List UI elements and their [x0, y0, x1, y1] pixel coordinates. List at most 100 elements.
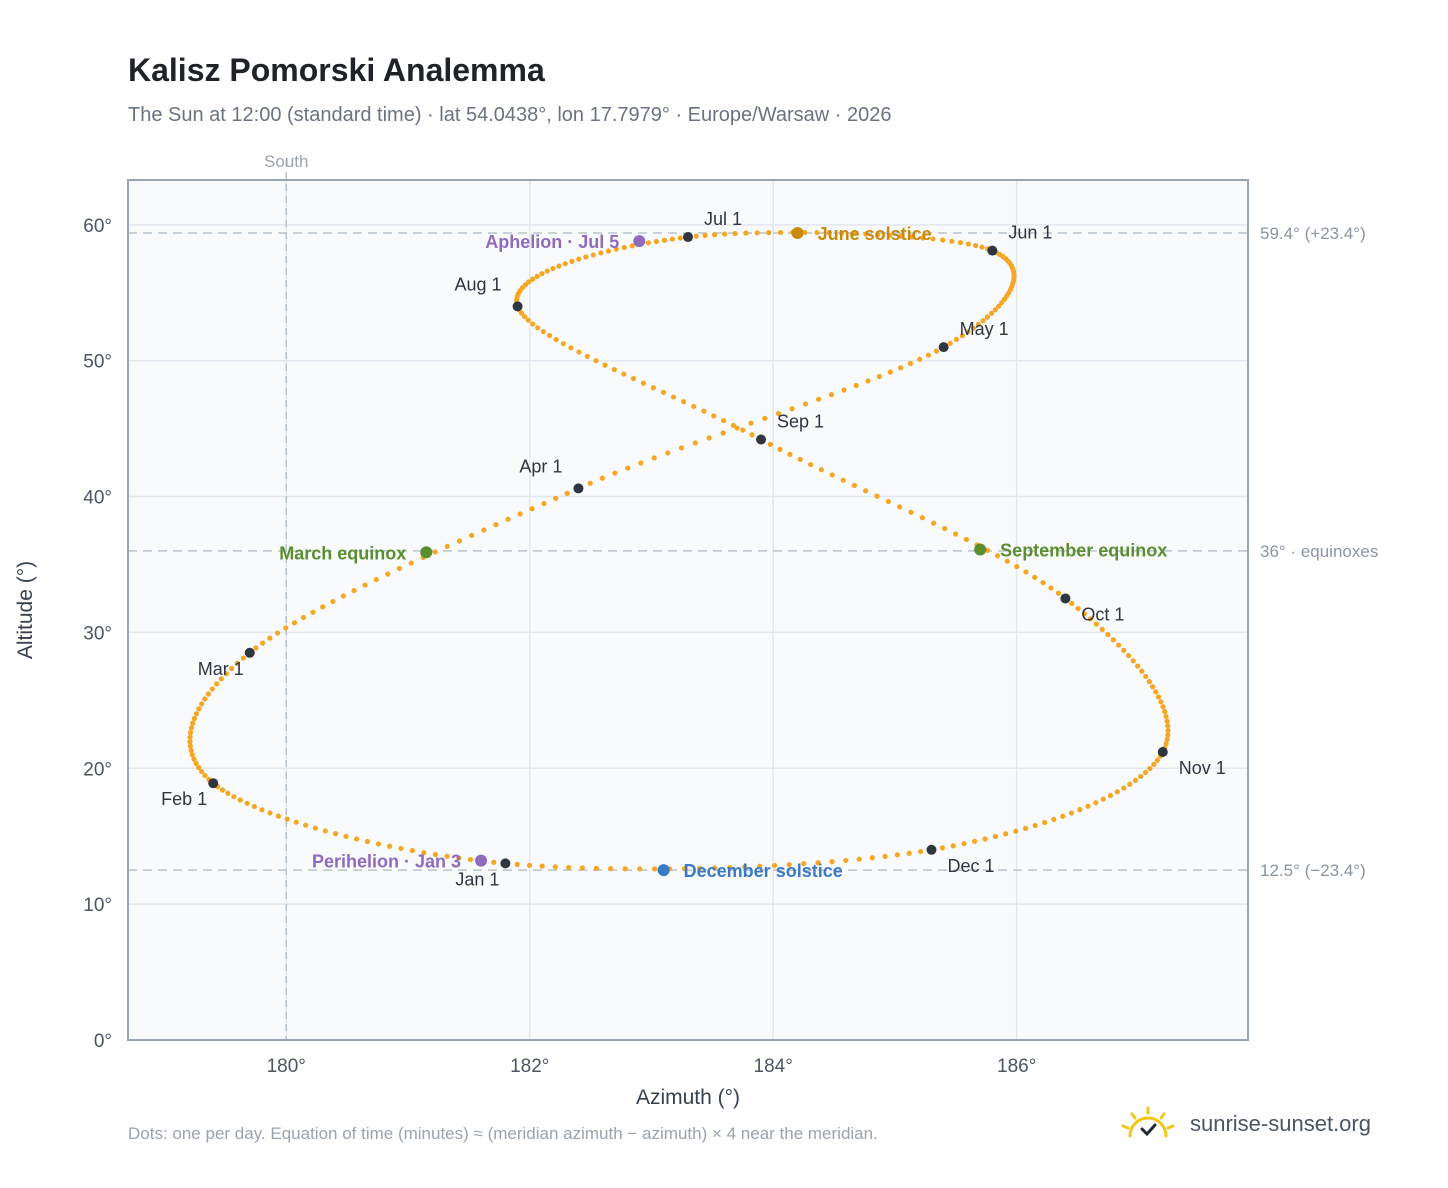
month-label: Apr 1 — [519, 456, 562, 476]
daily-sun-dot — [569, 258, 575, 264]
daily-sun-dot — [653, 238, 660, 245]
daily-sun-dot — [980, 318, 986, 324]
daily-sun-dot — [303, 822, 309, 828]
daily-sun-dot — [802, 401, 809, 407]
daily-sun-dot — [754, 230, 760, 236]
daily-sun-dot — [829, 472, 835, 478]
daily-sun-dot — [975, 321, 981, 327]
daily-sun-dot — [456, 855, 462, 861]
event-label: March equinox — [279, 543, 406, 563]
daily-sun-dot — [598, 250, 604, 256]
month-label: May 1 — [960, 319, 1009, 339]
daily-sun-dot — [218, 676, 224, 682]
daily-sun-dot — [385, 571, 391, 577]
south-label: South — [264, 152, 308, 171]
month-marker — [683, 232, 693, 243]
daily-sun-dot — [1138, 773, 1144, 780]
daily-sun-dot — [481, 527, 487, 533]
daily-sun-dot — [274, 630, 281, 636]
daily-sun-dot — [534, 273, 540, 279]
daily-sun-dot — [199, 701, 205, 707]
daily-sun-dot — [887, 232, 893, 238]
daily-sun-dot — [234, 660, 240, 666]
daily-sun-dot — [766, 229, 772, 236]
daily-sun-dot — [260, 640, 266, 646]
daily-sun-dot — [1042, 819, 1048, 826]
daily-sun-dot — [953, 336, 960, 343]
daily-sun-dot — [187, 743, 193, 749]
daily-sun-dot — [611, 366, 617, 373]
daily-sun-dot — [546, 332, 553, 339]
daily-sun-dot — [1165, 727, 1171, 734]
daily-sun-dot — [613, 246, 619, 252]
event-label: June solstice — [818, 224, 932, 244]
daily-sun-dot — [529, 506, 535, 512]
daily-sun-dot — [587, 480, 593, 486]
daily-sun-dot — [875, 231, 881, 238]
daily-sun-dot — [863, 488, 869, 494]
daily-sun-dot — [187, 730, 194, 736]
daily-sun-dot — [539, 863, 545, 869]
daily-sun-dot — [602, 362, 608, 368]
daily-sun-dot — [1105, 631, 1111, 638]
daily-sun-dot — [468, 532, 475, 539]
daily-sun-dot — [697, 865, 703, 871]
daily-sun-dot — [505, 516, 511, 522]
daily-sun-dot — [621, 244, 627, 251]
y-tick-label: 50° — [83, 352, 112, 373]
daily-sun-dot — [797, 456, 803, 463]
daily-sun-dot — [894, 852, 900, 858]
daily-sun-dot — [556, 263, 562, 269]
daily-sun-dot — [856, 856, 862, 862]
daily-sun-dot — [332, 831, 339, 837]
daily-sun-dot — [918, 848, 924, 855]
daily-sun-dot — [1139, 668, 1145, 674]
daily-sun-dot — [771, 862, 778, 869]
daily-sun-dot — [205, 691, 212, 697]
event-marker — [974, 543, 987, 556]
daily-sun-dot — [605, 248, 612, 254]
month-marker — [500, 858, 511, 869]
daily-sun-dot — [621, 371, 627, 377]
daily-sun-dot — [959, 333, 965, 339]
daily-sun-dot — [1165, 723, 1171, 729]
daily-sun-dot — [996, 303, 1002, 309]
daily-sun-dot — [909, 234, 915, 240]
daily-sun-dot — [1147, 765, 1153, 772]
daily-sun-dot — [219, 787, 226, 793]
month-marker — [987, 245, 998, 256]
daily-sun-dot — [214, 681, 220, 687]
daily-sun-dot — [387, 843, 393, 849]
daily-sun-dot — [645, 240, 651, 246]
daily-sun-dot — [293, 819, 299, 825]
daily-sun-dot — [930, 236, 936, 242]
daily-sun-dot — [284, 816, 290, 822]
daily-sun-dot — [1093, 621, 1100, 627]
daily-sun-dot — [957, 240, 964, 246]
daily-sun-dot — [584, 353, 590, 359]
y-tick-label: 0° — [94, 1031, 112, 1052]
daily-sun-dot — [1055, 590, 1062, 596]
daily-sun-dot — [540, 328, 546, 335]
daily-sun-dot — [593, 358, 599, 364]
daily-sun-dot — [526, 862, 533, 868]
daily-sun-dot — [553, 495, 559, 502]
daily-sun-dot — [660, 389, 667, 395]
daily-sun-dot — [706, 435, 712, 441]
daily-sun-dot — [712, 232, 718, 238]
brand-link[interactable]: sunrise-sunset.org — [1120, 1102, 1371, 1146]
daily-sun-dot — [727, 864, 733, 871]
chart-title: Kalisz Pomorski Analemma — [128, 52, 545, 88]
daily-sun-dot — [637, 866, 643, 872]
month-label: Aug 1 — [455, 274, 502, 294]
daily-sun-dot — [1087, 616, 1094, 622]
daily-sun-dot — [362, 582, 368, 588]
daily-sun-dot — [251, 803, 257, 810]
daily-sun-dot — [742, 864, 748, 870]
daily-sun-dot — [253, 645, 259, 651]
y-tick-label: 30° — [83, 623, 112, 644]
daily-sun-dot — [267, 635, 273, 641]
daily-sun-dot — [681, 399, 687, 405]
daily-sun-dot — [1032, 822, 1038, 829]
daily-sun-dot — [300, 614, 307, 621]
